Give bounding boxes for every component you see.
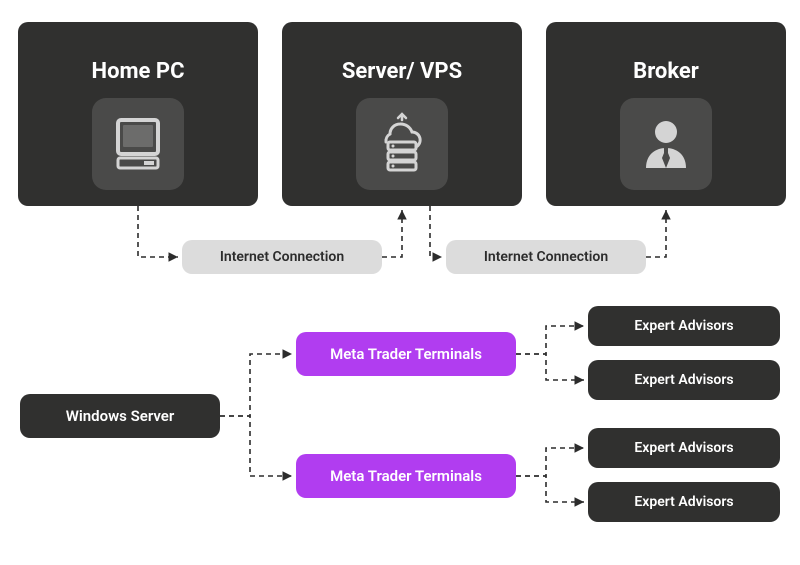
pc-icon: [108, 114, 168, 174]
node-server-vps: Server/ VPS: [282, 22, 522, 206]
node-label: Meta Trader Terminals: [330, 467, 482, 485]
node-label: Expert Advisors: [634, 440, 733, 456]
node-meta-trader-b: Meta Trader Terminals: [296, 454, 516, 498]
connection-label-right: Internet Connection: [446, 240, 646, 274]
node-expert-advisor: Expert Advisors: [588, 428, 780, 468]
connection-label-left: Internet Connection: [182, 240, 382, 274]
node-label: Windows Server: [66, 407, 175, 425]
person-icon: [636, 114, 696, 174]
cloud-server-icon: [370, 112, 434, 176]
node-expert-advisor: Expert Advisors: [588, 306, 780, 346]
node-windows-server: Windows Server: [20, 394, 220, 438]
icon-tile: [356, 98, 448, 190]
node-label: Meta Trader Terminals: [330, 345, 482, 363]
node-title: Server/ VPS: [342, 59, 462, 84]
pill-text: Internet Connection: [484, 249, 608, 265]
node-label: Expert Advisors: [634, 494, 733, 510]
node-expert-advisor: Expert Advisors: [588, 482, 780, 522]
icon-tile: [92, 98, 184, 190]
node-title: Broker: [633, 59, 699, 84]
node-meta-trader-a: Meta Trader Terminals: [296, 332, 516, 376]
node-broker: Broker: [546, 22, 786, 206]
icon-tile: [620, 98, 712, 190]
node-expert-advisor: Expert Advisors: [588, 360, 780, 400]
diagram-canvas: Home PC Server/ VPS: [0, 0, 800, 565]
node-label: Expert Advisors: [634, 318, 733, 334]
node-label: Expert Advisors: [634, 372, 733, 388]
pill-text: Internet Connection: [220, 249, 344, 265]
node-title: Home PC: [92, 59, 185, 84]
node-home-pc: Home PC: [18, 22, 258, 206]
